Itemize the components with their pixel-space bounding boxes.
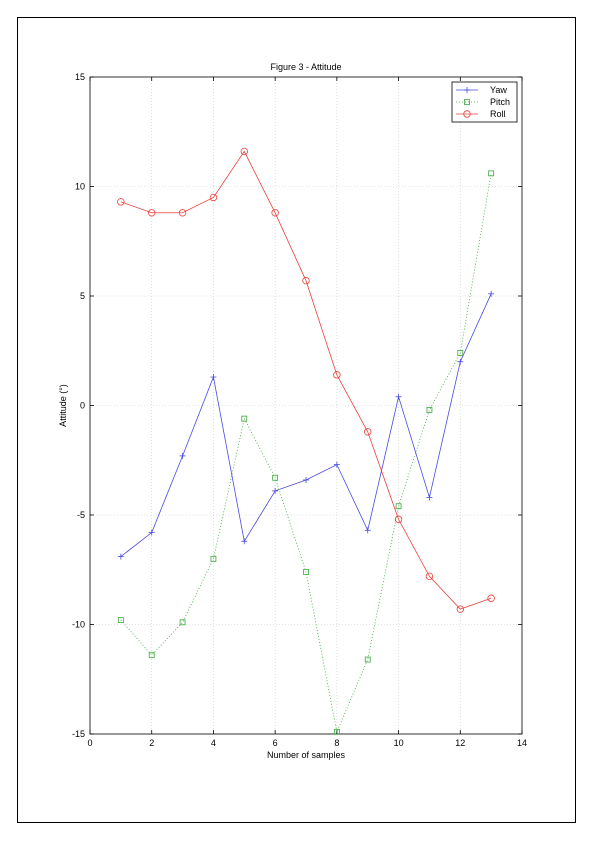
data-point-yaw — [117, 553, 124, 560]
data-point-roll — [271, 209, 279, 217]
legend-label-yaw: Yaw — [490, 85, 507, 95]
data-point-pitch — [272, 474, 279, 481]
y-tick-label: 0 — [80, 401, 85, 411]
data-point-pitch — [148, 652, 155, 659]
data-point-yaw — [241, 538, 248, 545]
data-point-pitch — [333, 728, 340, 735]
data-point-yaw — [210, 374, 217, 381]
y-axis-label: Attitude (°) — [58, 384, 68, 427]
legend-marker-roll — [463, 110, 471, 118]
data-point-roll — [487, 594, 495, 602]
series-line-pitch — [120, 173, 492, 734]
y-tick-label: -15 — [72, 729, 85, 739]
y-tick-label: 10 — [75, 182, 85, 192]
data-point-pitch — [488, 170, 495, 177]
y-tick-label: -5 — [77, 510, 85, 520]
ticks: 0 2 4 6 8 10 12 14 -15 -10 -5 0 5 10 15 — [72, 72, 527, 748]
data-point-roll — [117, 198, 125, 206]
series-line-yaw — [120, 293, 492, 557]
legend-entry-pitch: Pitch — [456, 97, 510, 107]
data-point-yaw — [426, 494, 433, 501]
data-point-yaw — [364, 527, 371, 534]
series-layer — [117, 147, 495, 735]
data-point-pitch — [457, 350, 464, 356]
data-point-pitch — [395, 503, 402, 510]
data-point-yaw — [457, 358, 464, 365]
legend-label-roll: Roll — [490, 109, 506, 119]
legend-label-pitch: Pitch — [490, 97, 510, 107]
x-tick-label: 0 — [87, 738, 92, 748]
x-tick-label: 4 — [211, 738, 216, 748]
data-point-pitch — [364, 656, 371, 663]
data-point-yaw — [303, 476, 309, 483]
y-tick-label: 15 — [75, 72, 85, 82]
data-point-roll — [178, 209, 187, 217]
data-point-yaw — [333, 461, 340, 468]
y-tick-label: 5 — [80, 291, 85, 301]
x-tick-label: 2 — [149, 738, 154, 748]
x-tick-label: 10 — [394, 738, 404, 748]
data-point-pitch — [241, 415, 248, 422]
data-point-roll — [240, 147, 248, 156]
legend: Yaw Pitch Roll — [451, 81, 518, 123]
data-point-roll — [456, 605, 464, 613]
data-point-roll — [394, 515, 403, 524]
data-point-yaw — [272, 487, 279, 494]
x-tick-label: 8 — [334, 738, 339, 748]
data-point-yaw — [179, 452, 186, 459]
legend-marker-yaw — [464, 87, 470, 93]
data-point-yaw — [395, 393, 402, 400]
figure-frame — [17, 17, 576, 823]
y-tick-label: -10 — [72, 620, 85, 630]
data-point-roll — [302, 276, 310, 285]
data-point-roll — [425, 572, 434, 581]
data-point-roll — [333, 371, 341, 379]
series-yaw — [117, 290, 495, 560]
grid — [90, 77, 522, 734]
series-roll — [117, 147, 495, 613]
x-tick-label: 14 — [517, 738, 527, 748]
legend-entry-roll: Roll — [456, 109, 506, 119]
data-point-yaw — [148, 529, 155, 536]
data-point-yaw — [488, 290, 495, 297]
x-tick-label: 6 — [273, 738, 278, 748]
chart-title: Figure 3 - Attitude — [270, 62, 341, 72]
data-point-pitch — [117, 617, 124, 624]
data-point-roll — [364, 428, 372, 436]
x-tick-label: 12 — [455, 738, 465, 748]
x-axis-label: Number of samples — [267, 750, 346, 760]
data-point-pitch — [303, 569, 309, 575]
legend-marker-pitch — [464, 99, 470, 105]
data-point-pitch — [179, 619, 186, 626]
data-point-pitch — [210, 555, 217, 562]
data-point-roll — [209, 193, 218, 202]
series-pitch — [117, 170, 495, 735]
data-point-pitch — [426, 406, 433, 413]
series-line-roll — [120, 150, 492, 610]
data-point-roll — [148, 209, 156, 217]
legend-entry-yaw: Yaw — [456, 85, 507, 95]
